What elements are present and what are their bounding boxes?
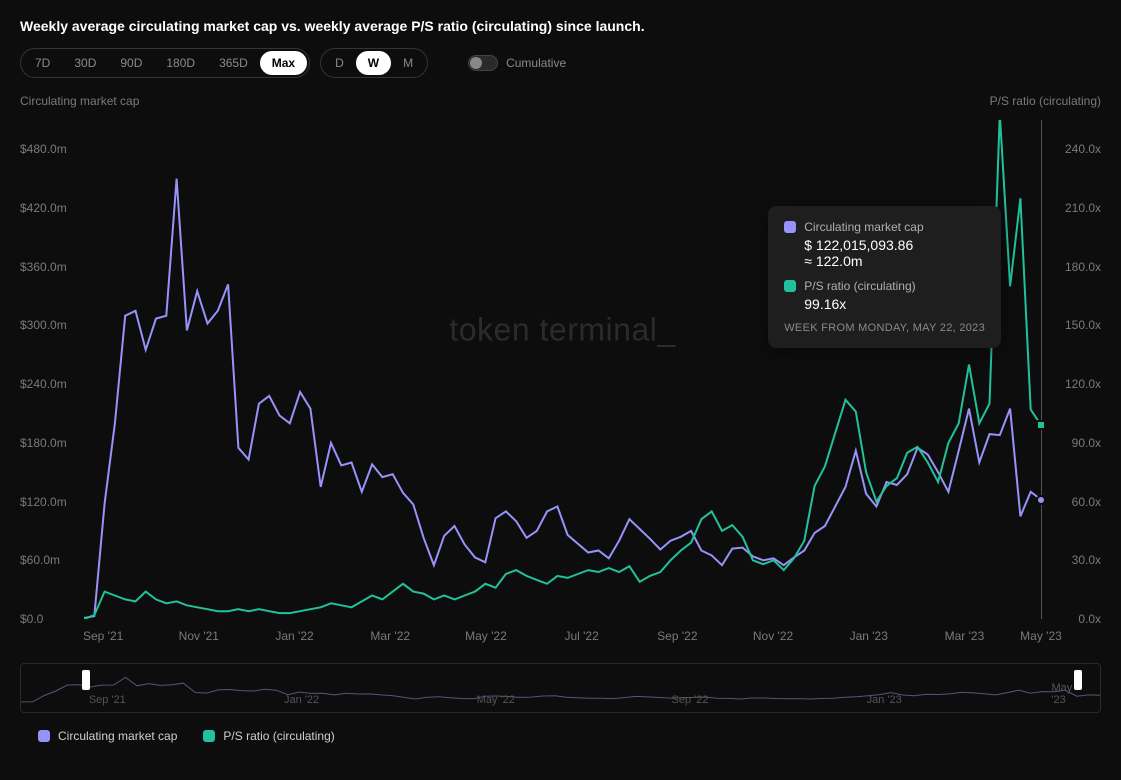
y-left-tick: $480.0m — [20, 142, 67, 156]
brush-timeline[interactable]: Sep '21Jan '22May '22Sep '22Jan '23May '… — [20, 663, 1101, 713]
interval-d[interactable]: D — [323, 51, 356, 75]
cumulative-toggle[interactable] — [468, 55, 498, 71]
brush-tick: May '22 — [477, 694, 515, 706]
range-group: 7D30D90D180D365DMax — [20, 48, 310, 78]
x-tick: Nov '22 — [753, 629, 793, 643]
range-30d[interactable]: 30D — [62, 51, 108, 75]
range-180d[interactable]: 180D — [154, 51, 207, 75]
brush-tick: Sep '22 — [671, 694, 708, 706]
x-tick: May '22 — [465, 629, 507, 643]
x-tick: Mar '23 — [945, 629, 985, 643]
x-tick: Jan '22 — [275, 629, 313, 643]
x-tick: Mar '22 — [370, 629, 410, 643]
y-left-title: Circulating market cap — [20, 94, 139, 108]
y-right-tick: 150.0x — [1065, 318, 1101, 332]
y-left-tick: $300.0m — [20, 318, 67, 332]
brush-handle-right[interactable] — [1074, 670, 1082, 690]
legend-item[interactable]: Circulating market cap — [38, 729, 177, 743]
y-right-tick: 240.0x — [1065, 142, 1101, 156]
controls-row: 7D30D90D180D365DMax DWM Cumulative — [0, 48, 1121, 94]
legend-label: P/S ratio (circulating) — [223, 729, 334, 743]
range-max[interactable]: Max — [260, 51, 307, 75]
y-left-tick: $180.0m — [20, 436, 67, 450]
tooltip-label-2: P/S ratio (circulating) — [804, 279, 915, 293]
y-left-tick: $360.0m — [20, 260, 67, 274]
x-tick: Jan '23 — [850, 629, 888, 643]
tooltip-swatch-2 — [784, 280, 796, 292]
y-right-tick: 120.0x — [1065, 377, 1101, 391]
ps-line — [84, 120, 1041, 619]
y-left-tick: $120.0m — [20, 495, 67, 509]
y-left-tick: $60.0m — [20, 553, 60, 567]
plot-area[interactable]: token terminal_ Circulating market cap $… — [84, 120, 1041, 619]
legend-swatch — [38, 730, 50, 742]
x-tick: Sep '22 — [657, 629, 697, 643]
interval-w[interactable]: W — [356, 51, 391, 75]
tooltip-value-2: 99.16x — [804, 296, 985, 312]
legend-item[interactable]: P/S ratio (circulating) — [203, 729, 334, 743]
cumulative-toggle-wrap: Cumulative — [468, 55, 566, 71]
range-90d[interactable]: 90D — [108, 51, 154, 75]
brush-tick: Jan '22 — [284, 694, 319, 706]
chart-title: Weekly average circulating market cap vs… — [0, 0, 1121, 48]
y-left-tick: $420.0m — [20, 201, 67, 215]
x-tick: Jul '22 — [564, 629, 598, 643]
y-right-tick: 90.0x — [1072, 436, 1101, 450]
y-right-tick: 30.0x — [1072, 553, 1101, 567]
y-right-tick: 0.0x — [1078, 612, 1101, 626]
x-tick: Sep '21 — [83, 629, 123, 643]
range-7d[interactable]: 7D — [23, 51, 62, 75]
interval-m[interactable]: M — [391, 51, 425, 75]
tooltip-value-1: $ 122,015,093.86 ≈ 122.0m — [804, 237, 985, 269]
brush-handle-left[interactable] — [82, 670, 90, 690]
crosshair-line — [1041, 120, 1042, 619]
cumulative-label: Cumulative — [506, 56, 566, 70]
legend-swatch — [203, 730, 215, 742]
x-tick: May '23 — [1020, 629, 1062, 643]
y-right-tick: 180.0x — [1065, 260, 1101, 274]
interval-group: DWM — [320, 48, 428, 78]
chart: Circulating market cap P/S ratio (circul… — [20, 94, 1101, 649]
tooltip-swatch-1 — [784, 221, 796, 233]
marker-mcap — [1036, 495, 1046, 505]
y-right-tick: 210.0x — [1065, 201, 1101, 215]
marker-ps — [1036, 420, 1046, 430]
x-tick: Nov '21 — [179, 629, 219, 643]
brush-tick: Sep '21 — [89, 694, 126, 706]
range-365d[interactable]: 365D — [207, 51, 260, 75]
legend-label: Circulating market cap — [58, 729, 177, 743]
y-right-title: P/S ratio (circulating) — [990, 94, 1101, 108]
tooltip-label-1: Circulating market cap — [804, 220, 923, 234]
legend: Circulating market cap P/S ratio (circula… — [0, 723, 1121, 743]
tooltip-date: WEEK FROM MONDAY, MAY 22, 2023 — [784, 322, 985, 334]
brush-tick: Jan '23 — [867, 694, 902, 706]
tooltip: Circulating market cap $ 122,015,093.86 … — [768, 206, 1001, 348]
y-left-tick: $240.0m — [20, 377, 67, 391]
y-right-tick: 60.0x — [1072, 495, 1101, 509]
y-left-tick: $0.0 — [20, 612, 43, 626]
